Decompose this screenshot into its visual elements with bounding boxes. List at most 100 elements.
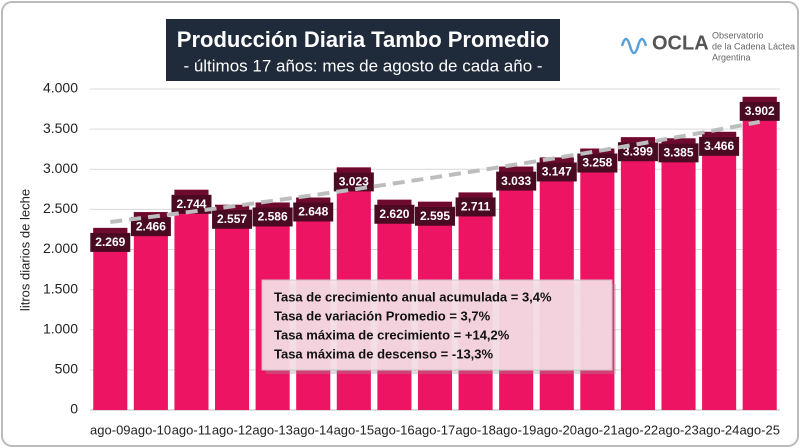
y-tick-label: 1.500: [43, 280, 78, 296]
bar-cap: [93, 227, 128, 233]
value-label: 2.466: [136, 219, 166, 233]
value-label: 3.023: [339, 175, 369, 189]
bar-cap: [702, 131, 737, 137]
y-tick-label: 0: [70, 401, 78, 417]
bar-cap: [296, 197, 331, 203]
bar-cap: [499, 166, 534, 172]
value-label: 2.648: [298, 205, 328, 219]
value-label-box: [293, 202, 334, 222]
annotation: Tasa máxima de descenso = -13,3%: [274, 346, 494, 361]
logo: OCLA Observatorio de la Cadena Láctea Ar…: [620, 30, 795, 62]
value-label-box: [90, 232, 131, 252]
y-tick-label: 4.000: [43, 80, 78, 96]
bar: [702, 131, 737, 410]
annotation: Tasa de variación Promedio = 3,7%: [274, 308, 491, 323]
bar-cap: [580, 148, 615, 154]
bar: [93, 227, 128, 410]
logo-text: de la Cadena Láctea: [712, 41, 795, 51]
bar: [133, 212, 168, 410]
y-axis-label: litros diarios de leche: [17, 189, 32, 311]
bar-cap: [661, 138, 696, 144]
chart-title: Producción Diaria Tambo Promedio: [177, 27, 549, 52]
x-tick-label: ago-17: [415, 422, 455, 437]
value-label: 3.466: [704, 139, 734, 153]
x-tick-label: ago-20: [537, 422, 577, 437]
y-tick-label: 3.500: [43, 120, 78, 136]
value-label: 3.399: [623, 144, 653, 158]
x-tick-label: ago-13: [252, 422, 292, 437]
trend-line: [110, 119, 761, 224]
bar-cap: [417, 201, 453, 207]
value-label-box: [374, 204, 415, 224]
bar-cap: [458, 192, 493, 198]
annotation-box: Tasa de crecimiento anual acumulada = 3,…: [261, 279, 616, 374]
value-label-box: [415, 206, 455, 226]
x-tick-label: ago-19: [496, 422, 536, 437]
value-label-box: [739, 101, 780, 121]
y-tick-label: 2.500: [43, 200, 78, 216]
x-tick-label: ago-22: [618, 422, 658, 437]
annotation: Tasa de crecimiento anual acumulada = 3,…: [274, 289, 552, 304]
chart-subtitle: - últimos 17 años: mes de agosto de cada…: [183, 56, 542, 75]
x-tick-label: ago-21: [577, 422, 617, 437]
bar: [742, 96, 777, 410]
x-tick-label: ago-15: [334, 422, 374, 437]
value-label: 2.557: [217, 212, 247, 226]
value-label: 2.744: [176, 197, 206, 211]
x-tick-label: ago-24: [699, 422, 739, 437]
x-tick-label: ago-12: [212, 422, 252, 437]
bar-cap: [255, 202, 290, 208]
bar: [174, 189, 209, 410]
value-label-box: [130, 217, 171, 237]
x-tick-label: ago-11: [172, 422, 212, 437]
x-tick-label: ago-23: [658, 422, 698, 437]
y-tick-label: 1.000: [43, 320, 78, 336]
x-tick-label: ago-14: [293, 422, 333, 437]
bar: [661, 138, 696, 410]
value-label-box: [577, 153, 618, 173]
bar-cap: [133, 212, 168, 218]
bar-cap: [174, 189, 209, 195]
bar-cap: [742, 96, 777, 102]
y-tick-label: 500: [55, 361, 79, 377]
logo-name: OCLA: [652, 32, 709, 54]
y-tick-label: 2.000: [43, 240, 78, 256]
annotation-background: [261, 279, 613, 371]
x-tick-label: ago-10: [131, 422, 171, 437]
value-label: 2.595: [420, 209, 450, 223]
y-tick-label: 3.000: [43, 160, 78, 176]
value-label-box: [212, 209, 253, 229]
value-label: 2.586: [258, 210, 288, 224]
value-label: 3.033: [501, 174, 531, 188]
x-tick-label: ago-18: [455, 422, 495, 437]
bar-cap: [377, 199, 412, 205]
bar-cap: [620, 137, 655, 143]
x-tick-label: ago-09: [90, 422, 130, 437]
value-label-box: [496, 171, 537, 191]
value-label-box: [699, 136, 740, 156]
value-label: 2.620: [379, 207, 409, 221]
value-label-box: [171, 194, 212, 214]
x-tick-label: ago-16: [374, 422, 414, 437]
title-box: [166, 19, 560, 81]
logo-text: Observatorio: [712, 30, 764, 40]
annotation: Tasa máxima de crecimiento = +14,2%: [274, 327, 510, 342]
value-label-box: [536, 162, 577, 182]
value-label: 3.385: [664, 146, 694, 160]
bar-cap: [336, 167, 371, 173]
bar: [620, 137, 655, 410]
value-label: 3.147: [542, 165, 572, 179]
value-label-box: [455, 197, 496, 217]
bar: [215, 204, 250, 410]
value-label-box: [252, 207, 293, 227]
value-label: 2.269: [95, 235, 125, 249]
logo-icon: [620, 37, 648, 55]
value-label: 3.258: [582, 156, 612, 170]
value-label: 3.902: [745, 104, 775, 118]
value-label: 2.711: [461, 200, 491, 214]
x-tick-label: ago-25: [739, 422, 779, 437]
value-label-box: [658, 143, 699, 163]
logo-text: Argentina: [712, 52, 751, 62]
bar-cap: [539, 157, 574, 163]
